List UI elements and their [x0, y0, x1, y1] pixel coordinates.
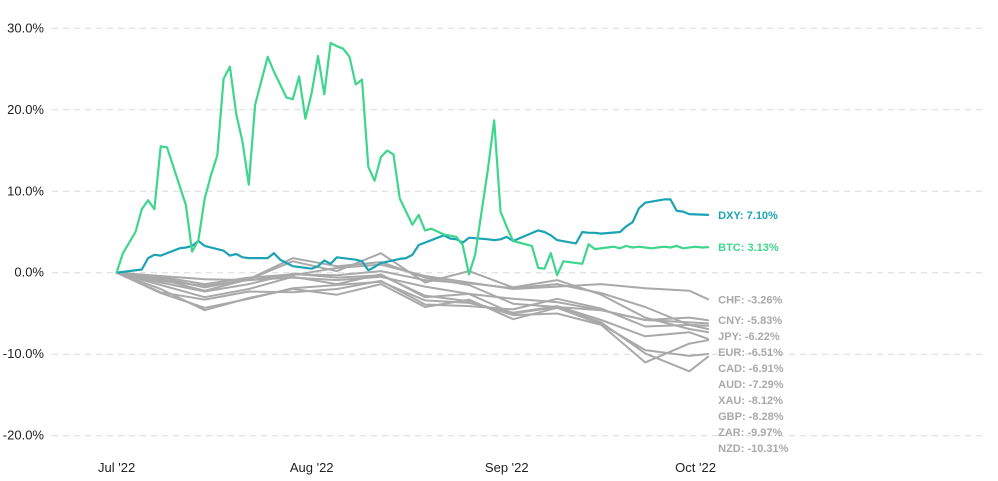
end-label-nzd: NZD: -10.31%	[718, 443, 789, 455]
y-tick-label: 0.0%	[14, 265, 44, 280]
series-line-jpy	[115, 257, 710, 325]
x-tick-label: Jul '22	[98, 460, 135, 475]
y-tick-label: -10.0%	[3, 346, 45, 361]
series-line-gbp	[115, 271, 710, 364]
end-label-cad: CAD: -6.91%	[718, 363, 784, 375]
x-axis-tick-labels: Jul '22 Aug '22 Sep '22 Oct '22	[98, 460, 716, 475]
series-line-eur	[115, 271, 710, 328]
end-label-btc: BTC: 3.13%	[718, 242, 779, 254]
series-line-aud	[115, 252, 710, 334]
end-label-zar: ZAR: -9.97%	[718, 427, 782, 439]
other-series-lines	[115, 252, 710, 373]
x-tick-label: Oct '22	[675, 460, 716, 475]
x-tick-label: Aug '22	[290, 460, 334, 475]
y-tick-label: 20.0%	[7, 102, 44, 117]
series-line-nzd	[115, 271, 710, 373]
end-label-chf: CHF: -3.26%	[718, 294, 782, 306]
x-tick-label: Sep '22	[485, 460, 529, 475]
y-tick-label: -20.0%	[3, 428, 45, 443]
y-tick-label: 30.0%	[7, 20, 44, 35]
end-label-jpy: JPY: -6.22%	[718, 331, 780, 343]
series-line-dxy	[115, 198, 710, 274]
end-label-eur: EUR: -6.51%	[718, 347, 783, 359]
end-label-aud: AUD: -7.29%	[718, 379, 784, 391]
y-tick-label: 10.0%	[7, 183, 44, 198]
series-line-zar	[115, 271, 710, 357]
gridlines	[52, 27, 985, 437]
series-line-btc	[115, 41, 710, 277]
end-label-cny: CNY: -5.83%	[718, 315, 782, 327]
end-label-dxy: DXY: 7.10%	[718, 210, 778, 222]
y-axis-tick-labels: 30.0% 20.0% 10.0% 0.0% -10.0% -20.0%	[3, 20, 45, 442]
series-line-cad	[115, 270, 710, 330]
end-label-xau: XAU: -8.12%	[718, 395, 783, 407]
end-label-gbp: GBP: -8.28%	[718, 411, 784, 423]
highlighted-series-lines	[115, 41, 710, 277]
series-line-xau	[115, 271, 710, 340]
series-end-labels: DXY: 7.10% BTC: 3.13% CHF: -3.26% CNY: -5.8…	[718, 210, 789, 455]
